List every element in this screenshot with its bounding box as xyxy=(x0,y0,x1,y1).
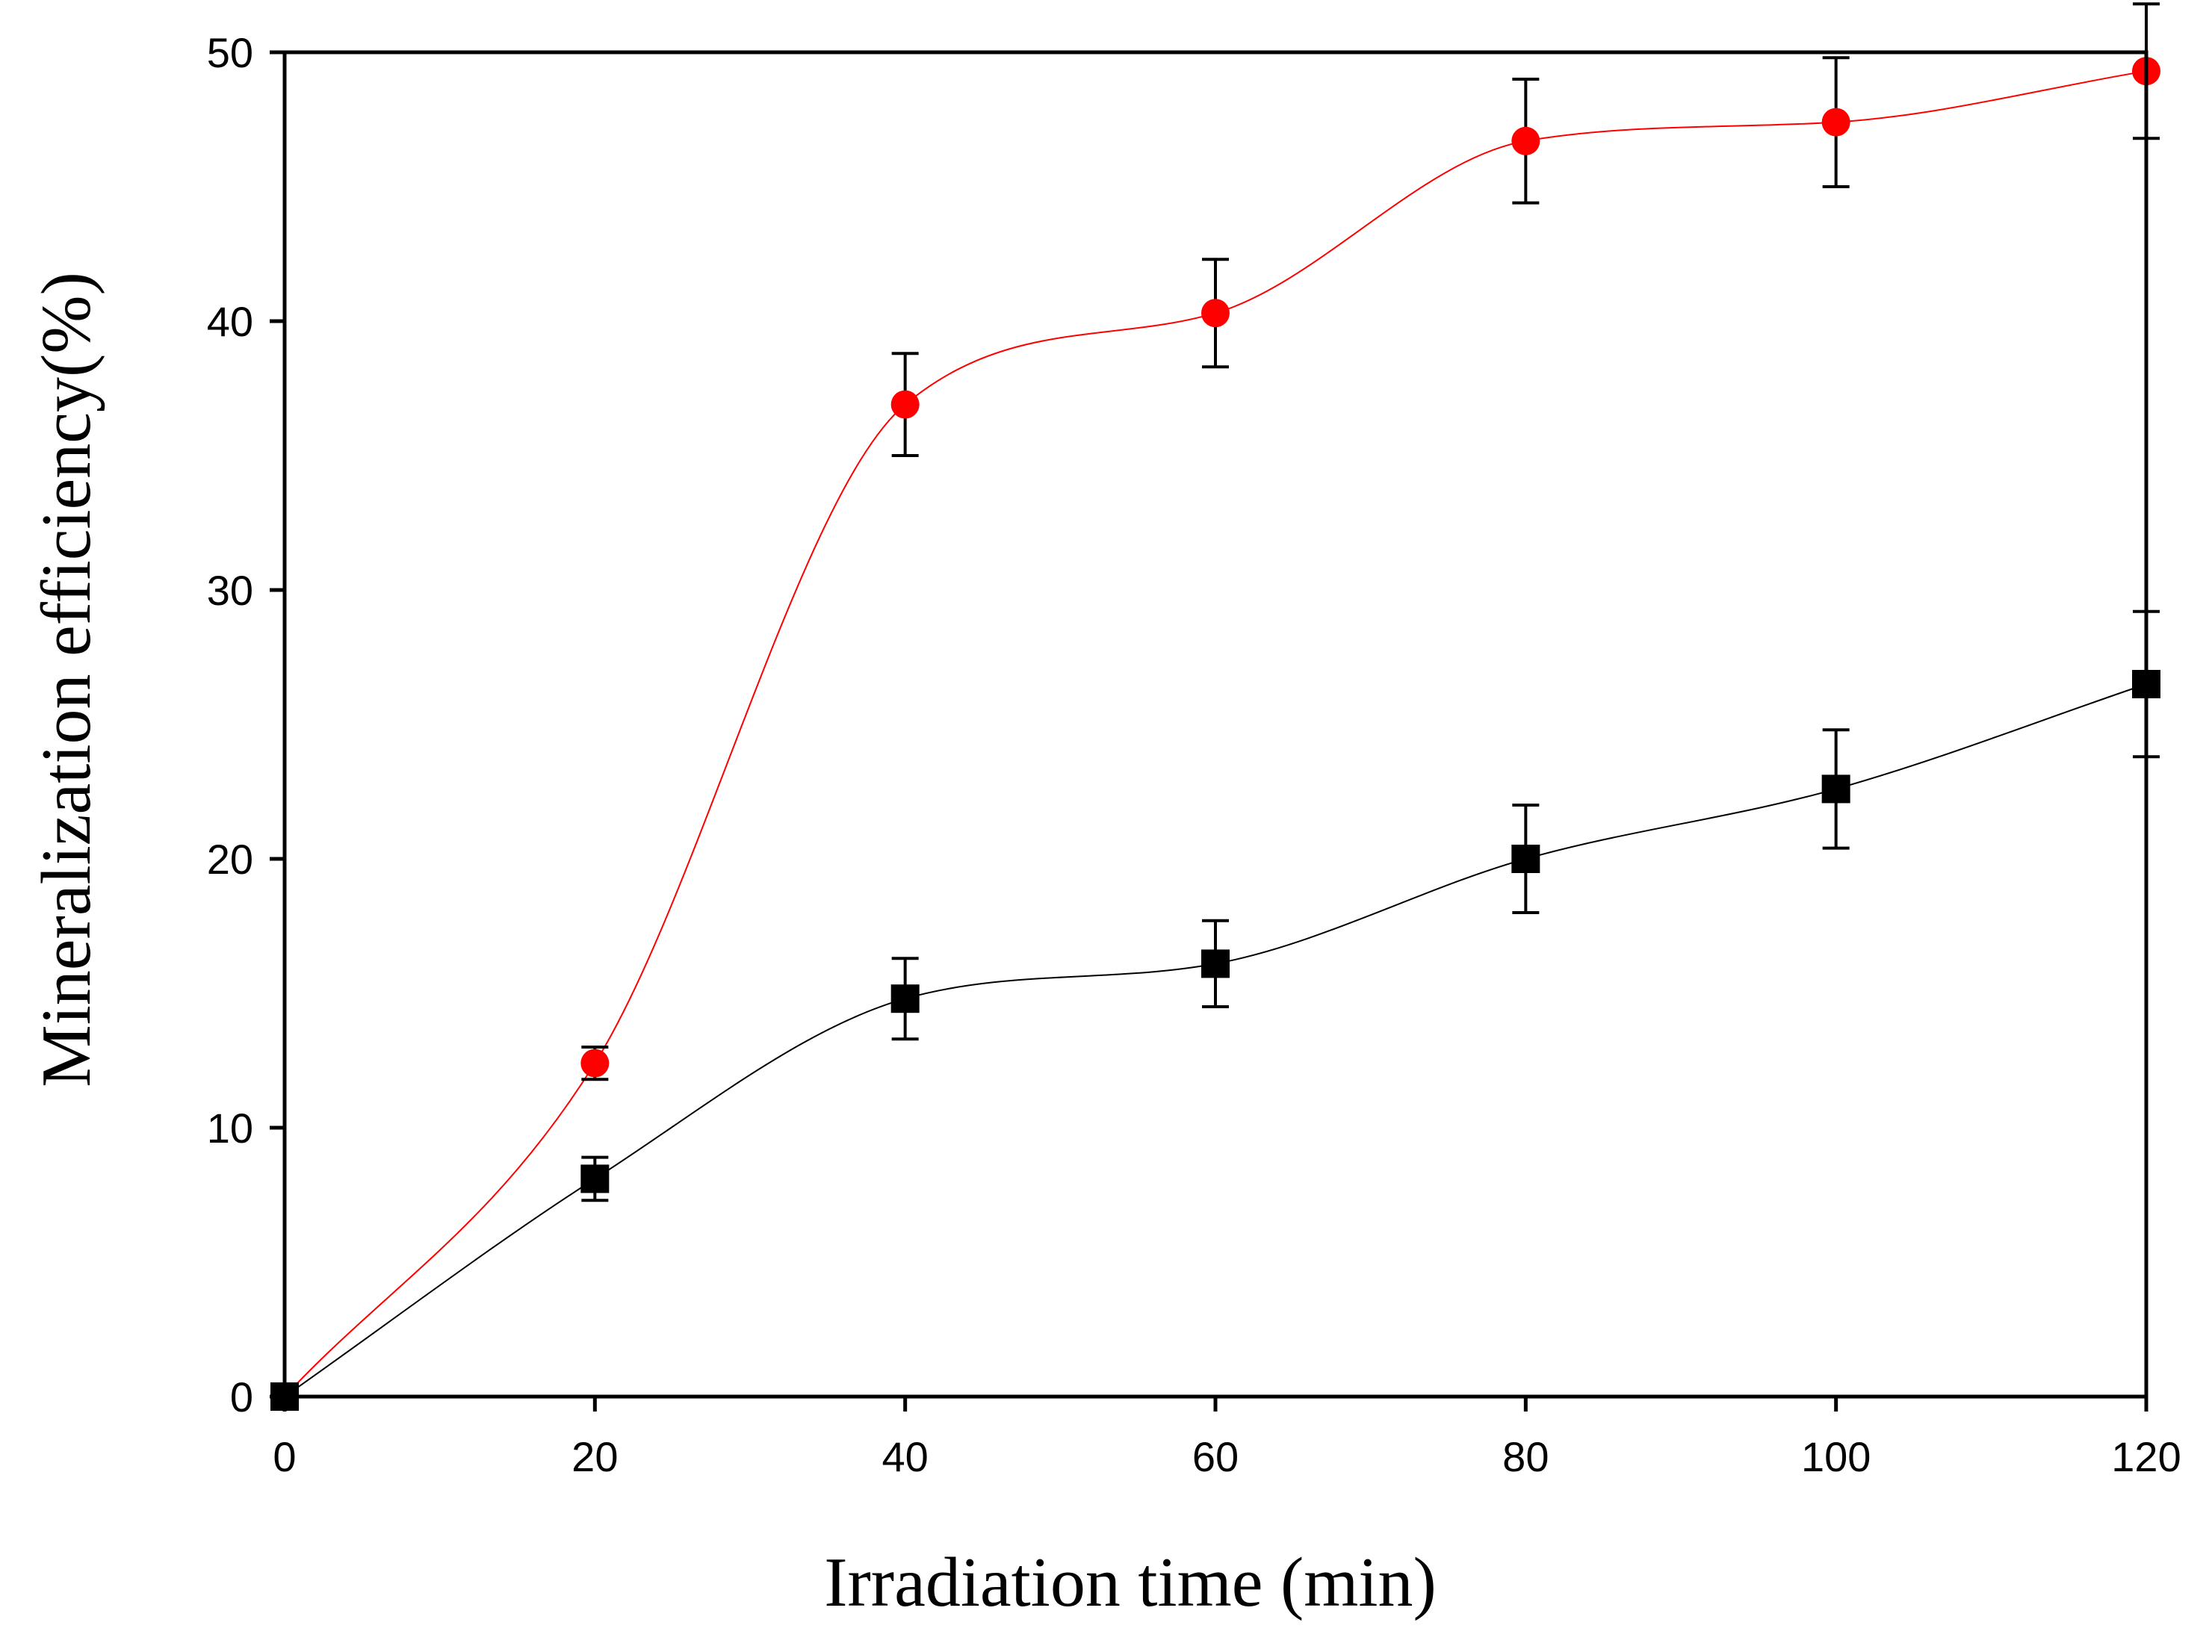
y-tick-label: 20 xyxy=(207,836,253,883)
data-point-circle xyxy=(1201,299,1230,328)
y-tick-label: 30 xyxy=(207,567,253,614)
x-tick-label: 20 xyxy=(571,1433,618,1480)
x-tick-label: 80 xyxy=(1502,1433,1549,1480)
x-tick-label: 120 xyxy=(2111,1433,2181,1480)
data-markers xyxy=(270,57,2160,1411)
data-point-circle xyxy=(1511,126,1540,155)
data-point-square xyxy=(1821,774,1850,804)
x-axis-title: Irradiation time (min) xyxy=(824,1544,1437,1621)
data-point-circle xyxy=(580,1049,610,1078)
x-axis: 0 20 40 60 80 100 120 xyxy=(273,1397,2181,1480)
data-point-square xyxy=(580,1164,610,1193)
data-point-square xyxy=(1201,949,1230,978)
y-axis: 0 10 20 30 40 50 xyxy=(207,29,285,1420)
x-tick-label: 100 xyxy=(1801,1433,1871,1480)
x-tick-label: 0 xyxy=(273,1433,296,1480)
data-point-circle xyxy=(890,390,920,419)
error-bars xyxy=(581,2,2160,1202)
y-tick-label: 40 xyxy=(207,298,253,345)
x-tick-label: 40 xyxy=(882,1433,929,1480)
plot-frame xyxy=(282,50,2149,1399)
y-axis-title: Mineralization efficiency(%) xyxy=(28,272,105,1087)
data-point-square xyxy=(890,984,920,1013)
x-tick-label: 60 xyxy=(1192,1433,1239,1480)
y-tick-label: 0 xyxy=(230,1373,253,1420)
y-tick-label: 50 xyxy=(207,29,253,76)
data-point-circle xyxy=(1821,108,1850,137)
series-black-squares-line xyxy=(284,683,2147,1397)
y-tick-label: 10 xyxy=(207,1105,253,1152)
data-point-square xyxy=(1511,845,1540,873)
